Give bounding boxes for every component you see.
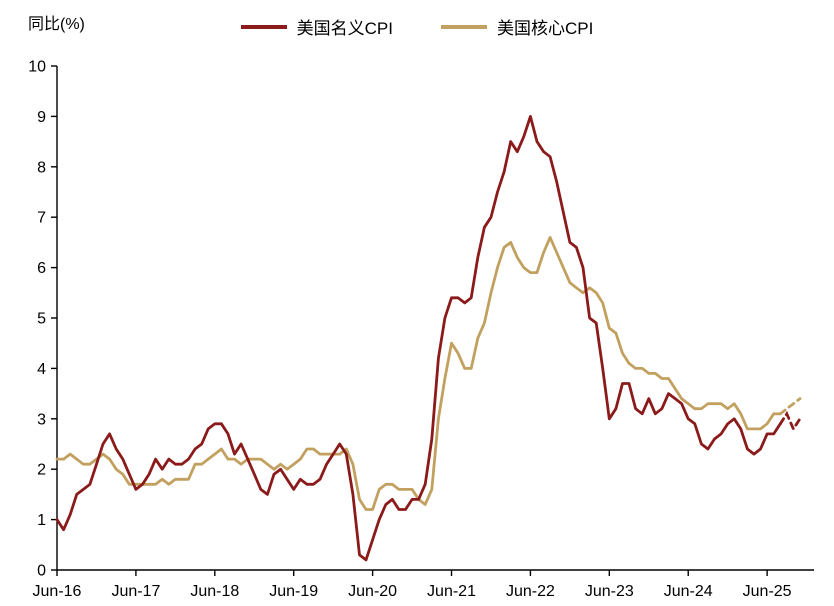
x-tick-label: Jun-18: [190, 583, 239, 600]
x-tick-label: Jun-23: [585, 583, 634, 600]
x-tick-label: Jun-20: [348, 583, 397, 600]
y-tick-label: 2: [37, 462, 46, 479]
x-tick-label: Jun-25: [743, 583, 792, 600]
x-tick-label: Jun-24: [664, 583, 713, 600]
series-line-nominal-cpi-forecast: [778, 410, 802, 432]
y-tick-label: 3: [37, 411, 46, 428]
x-tick-label: Jun-21: [427, 583, 476, 600]
y-tick-label: 8: [37, 159, 46, 176]
x-tick-label: Jun-16: [33, 583, 82, 600]
series-line-nominal-cpi: [55, 115, 782, 562]
x-tick-label: Jun-19: [269, 583, 318, 600]
y-axis-title: 同比(%): [28, 16, 85, 33]
y-tick-label: 5: [37, 311, 46, 328]
x-tick-label: Jun-17: [111, 583, 160, 600]
y-tick-label: 6: [37, 260, 46, 277]
y-tick-label: 1: [37, 512, 46, 529]
series-line-core-cpi-forecast: [778, 397, 802, 416]
x-tick-label: Jun-22: [506, 583, 555, 600]
y-tick-label: 0: [37, 563, 46, 580]
y-tick-label: 4: [37, 361, 46, 378]
series-line-core-cpi: [55, 236, 782, 511]
y-tick-label: 10: [28, 59, 46, 76]
y-tick-label: 7: [37, 210, 46, 227]
y-tick-label: 9: [37, 109, 46, 126]
